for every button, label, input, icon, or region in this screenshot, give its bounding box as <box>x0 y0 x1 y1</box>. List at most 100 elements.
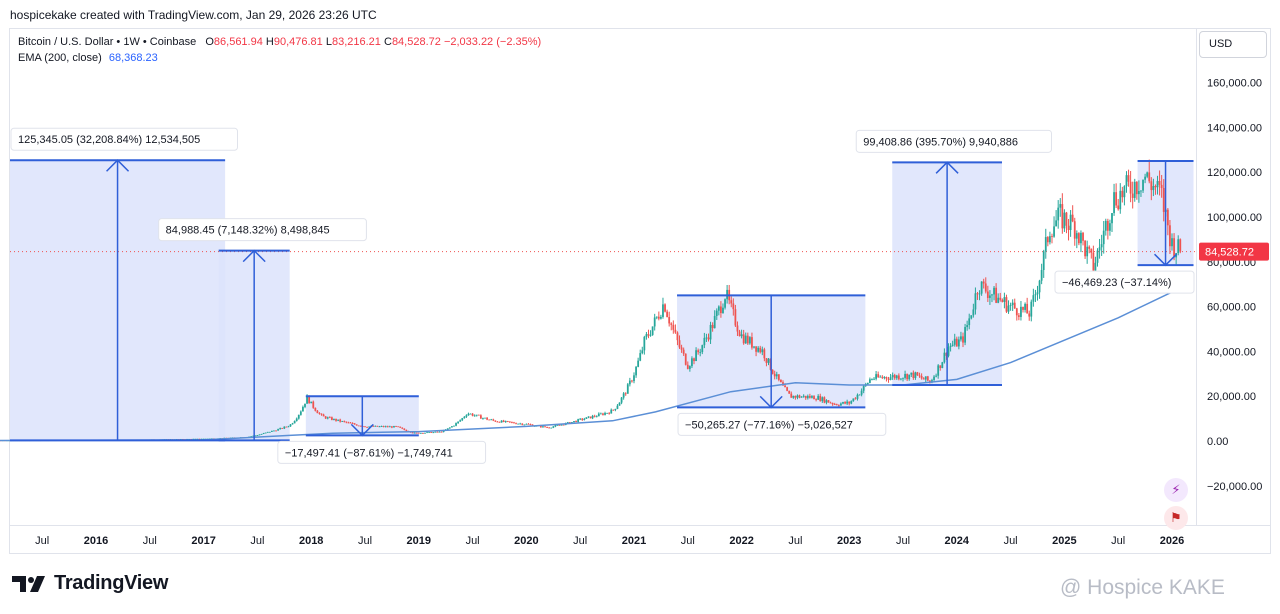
time-tick-label[interactable]: Jul <box>573 535 587 547</box>
candle-body <box>436 431 439 433</box>
candle-body <box>287 426 290 428</box>
candle-body <box>602 413 604 415</box>
candle-body <box>850 401 853 404</box>
time-axis[interactable]: Jul 2016 Jul 2017 Jul 2018 Jul 2019 Jul 2020 Jul 20… <box>35 535 1184 547</box>
time-tick-label[interactable]: 2025 <box>1052 535 1076 547</box>
candle-body <box>1135 181 1138 195</box>
candle-body <box>736 325 739 332</box>
last-price-tag: 84,528.72 <box>1199 242 1269 261</box>
candle-body <box>262 433 265 434</box>
measure-label-box-3 <box>277 440 487 464</box>
candle-body <box>842 402 844 404</box>
candle-body <box>906 373 909 380</box>
time-tick-label[interactable]: Jul <box>358 535 372 547</box>
candle-body <box>1127 175 1130 182</box>
time-tick-label[interactable]: 2021 <box>622 535 646 547</box>
candle-body <box>912 372 915 378</box>
candle-body <box>922 378 925 380</box>
candle-body <box>1100 244 1103 248</box>
candle-body <box>289 424 292 427</box>
price-tick-label[interactable]: 20,000.00 <box>1207 391 1256 403</box>
price-tick-label[interactable]: 60,000.00 <box>1207 302 1256 314</box>
legend-open-value: 86,561.94 <box>213 36 263 48</box>
candle-body <box>1129 181 1132 194</box>
candle-body <box>755 346 757 352</box>
time-tick-label[interactable]: Jul <box>1111 535 1125 547</box>
candle-body <box>649 334 652 336</box>
candle-body <box>486 417 488 420</box>
candle-body <box>703 337 706 346</box>
currency-selector[interactable]: USD <box>1199 31 1267 58</box>
time-tick-label[interactable]: Jul <box>681 535 695 547</box>
time-tick-label[interactable]: 2026 <box>1160 535 1184 547</box>
time-tick-label[interactable]: 2023 <box>837 535 861 547</box>
time-tick-label[interactable]: 2024 <box>945 535 970 547</box>
candle-body <box>504 421 507 422</box>
legend-ohlc: O86,561.94 H90,476.81 L83,216.21 C84,528… <box>205 36 541 48</box>
time-tick-label[interactable]: 2017 <box>191 535 215 547</box>
chart-legend[interactable]: Bitcoin / U.S. Dollar • 1W • Coinbase O8… <box>18 34 541 66</box>
measure-label-5: 99,408.86 (395.70%) 9,940,886 <box>863 136 1018 148</box>
time-axis-divider <box>9 525 1271 526</box>
candle-body <box>1113 192 1115 214</box>
candle-body <box>496 421 499 423</box>
candle-body <box>1125 175 1128 187</box>
time-tick-label[interactable]: 2019 <box>407 535 431 547</box>
candle-body <box>939 365 942 369</box>
candle-body <box>397 426 400 428</box>
us-flag-icon[interactable]: ⚑ <box>1164 506 1188 530</box>
tradingview-logo[interactable]: TradingView <box>12 572 168 595</box>
time-tick-label[interactable]: Jul <box>466 535 480 547</box>
time-tick-label[interactable]: Jul <box>788 535 802 547</box>
candle-body <box>980 281 983 294</box>
candle-body <box>515 423 517 425</box>
time-tick-label[interactable]: 2016 <box>84 535 108 547</box>
candle-body <box>268 431 271 433</box>
candle-body <box>1169 225 1171 247</box>
price-tick-label[interactable]: 40,000.00 <box>1207 346 1256 358</box>
candle-body <box>916 372 919 376</box>
legend-ema-label[interactable]: EMA (200, close) <box>18 52 102 64</box>
candle-body <box>413 432 416 434</box>
candle-body <box>628 380 631 385</box>
candle-body <box>984 283 987 292</box>
candle-body <box>970 315 973 319</box>
price-tick-label[interactable]: 0.00 <box>1207 436 1228 448</box>
candle-body <box>283 426 286 429</box>
time-tick-label[interactable]: Jul <box>250 535 264 547</box>
time-tick-label[interactable]: 2018 <box>299 535 323 547</box>
candle-body <box>904 373 906 378</box>
price-tick-label[interactable]: 160,000.00 <box>1207 78 1262 90</box>
legend-open-label: O <box>205 36 214 48</box>
time-tick-label[interactable]: 2022 <box>729 535 753 547</box>
price-tick-label[interactable]: −20,000.00 <box>1207 481 1262 493</box>
candle-body <box>415 432 418 434</box>
candle-body <box>1053 226 1055 237</box>
candle-body <box>771 369 774 374</box>
time-tick-label[interactable]: Jul <box>143 535 157 547</box>
time-tick-label[interactable]: Jul <box>35 535 49 547</box>
price-tick-label[interactable]: 100,000.00 <box>1207 212 1262 224</box>
candle-body <box>730 300 733 304</box>
candle-body <box>1098 247 1101 251</box>
price-tick-label[interactable]: 120,000.00 <box>1207 167 1262 179</box>
legend-ema-row[interactable]: EMA (200, close) 68,368.23 <box>18 50 541 66</box>
candle-body <box>624 393 627 395</box>
time-tick-label[interactable]: Jul <box>1004 535 1018 547</box>
price-axis[interactable]: 160,000.00 140,000.00 120,000.00 100,000.00… <box>1207 78 1262 493</box>
tradingview-logo-text: TradingView <box>54 572 169 594</box>
candle-body <box>1017 315 1020 317</box>
candle-body <box>1123 186 1126 198</box>
time-tick-label[interactable]: Jul <box>896 535 910 547</box>
candle-body <box>631 380 633 382</box>
lightning-icon[interactable]: ⚡ <box>1164 478 1188 502</box>
candle-body <box>250 436 253 438</box>
candle-body <box>748 337 751 344</box>
price-tick-label[interactable]: 140,000.00 <box>1207 122 1262 134</box>
time-tick-label[interactable]: 2020 <box>514 535 538 547</box>
candle-body <box>780 379 782 383</box>
candle-body <box>1022 306 1024 310</box>
legend-symbol-row[interactable]: Bitcoin / U.S. Dollar • 1W • Coinbase O8… <box>18 34 541 50</box>
legend-symbol[interactable]: Bitcoin / U.S. Dollar • 1W • Coinbase <box>18 36 197 48</box>
